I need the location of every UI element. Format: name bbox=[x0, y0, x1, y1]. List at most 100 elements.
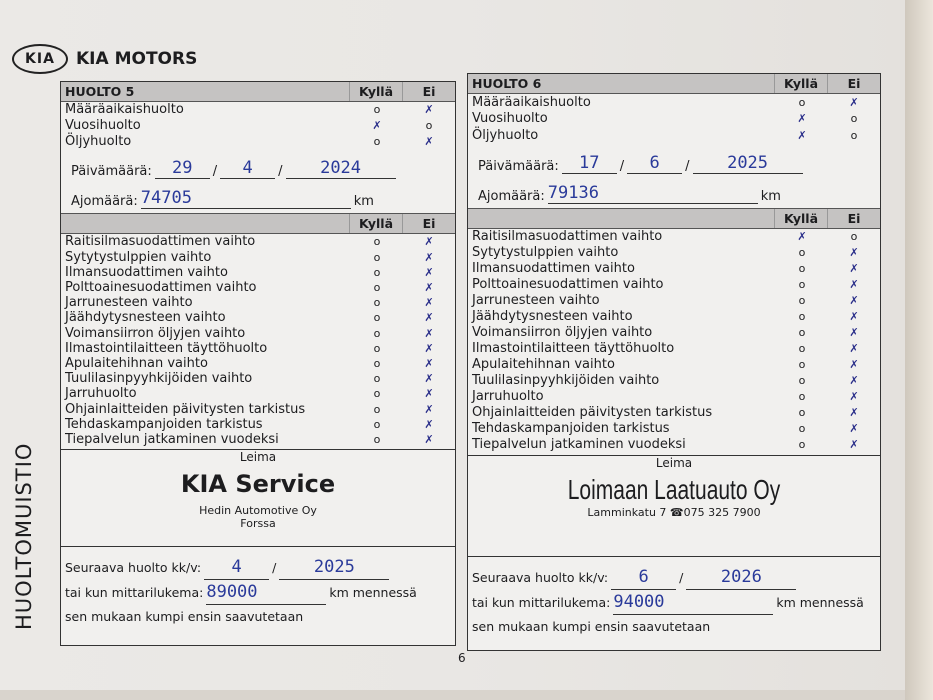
no-checkbox[interactable]: ✗ bbox=[849, 95, 859, 109]
item-label: Tehdaskampanjoiden tarkistus bbox=[472, 421, 670, 437]
yes-checkbox[interactable]: o bbox=[798, 246, 806, 260]
date-day[interactable]: 29 bbox=[154, 158, 210, 180]
no-checkbox[interactable]: ✗ bbox=[424, 250, 434, 264]
odo-value[interactable]: 89000 bbox=[206, 580, 327, 606]
yes-checkbox[interactable]: o bbox=[373, 432, 381, 446]
no-checkbox[interactable]: o bbox=[425, 119, 433, 133]
yes-checkbox[interactable]: o bbox=[798, 358, 806, 372]
yes-checkbox[interactable]: o bbox=[798, 262, 806, 276]
km-value[interactable]: 74705 bbox=[140, 188, 351, 210]
date-day[interactable]: 17 bbox=[561, 153, 617, 174]
yes-checkbox[interactable]: o bbox=[798, 390, 806, 404]
yes-checkbox[interactable]: o bbox=[798, 406, 806, 420]
no-checkbox[interactable]: ✗ bbox=[849, 406, 859, 420]
yes-checkbox[interactable]: o bbox=[373, 296, 381, 310]
yes-checkbox[interactable]: o bbox=[798, 342, 806, 356]
next-year[interactable]: 2025 bbox=[279, 555, 390, 581]
no-checkbox[interactable]: ✗ bbox=[849, 246, 859, 260]
no-checkbox[interactable]: ✗ bbox=[849, 358, 859, 372]
yes-checkbox[interactable]: ✗ bbox=[797, 112, 807, 126]
stamp-label: Leima bbox=[239, 450, 277, 465]
col-yes: Kyllä bbox=[774, 74, 827, 93]
no-checkbox[interactable]: ✗ bbox=[849, 310, 859, 324]
yes-checkbox[interactable]: o bbox=[373, 372, 381, 386]
next-month[interactable]: 4 bbox=[204, 555, 270, 581]
yes-checkbox[interactable]: o bbox=[373, 134, 381, 148]
no-checkbox[interactable]: o bbox=[850, 112, 858, 126]
no-checkbox[interactable]: ✗ bbox=[849, 390, 859, 404]
yes-checkbox[interactable]: o bbox=[798, 294, 806, 308]
no-checkbox[interactable]: o bbox=[850, 128, 858, 142]
no-checkbox[interactable]: o bbox=[850, 230, 858, 244]
item-label: Jäähdytysnesteen vaihto bbox=[472, 309, 633, 325]
no-checkbox[interactable]: ✗ bbox=[849, 294, 859, 308]
no-checkbox[interactable]: ✗ bbox=[424, 296, 434, 310]
no-checkbox[interactable]: ✗ bbox=[424, 417, 434, 431]
no-checkbox[interactable]: ✗ bbox=[849, 438, 859, 452]
no-checkbox[interactable]: ✗ bbox=[849, 342, 859, 356]
km-value[interactable]: 79136 bbox=[547, 183, 758, 204]
date-month[interactable]: 4 bbox=[220, 158, 276, 180]
no-checkbox[interactable]: ✗ bbox=[424, 281, 434, 295]
yes-checkbox[interactable]: o bbox=[373, 250, 381, 264]
yes-checkbox[interactable]: o bbox=[373, 265, 381, 279]
date-year[interactable]: 2025 bbox=[692, 153, 803, 174]
yes-checkbox[interactable]: ✗ bbox=[372, 119, 382, 133]
col-yes: Kyllä bbox=[349, 82, 402, 101]
yes-checkbox[interactable]: o bbox=[373, 402, 381, 416]
panel-title: HUOLTO 6 bbox=[472, 76, 542, 91]
yes-checkbox[interactable]: o bbox=[373, 235, 381, 249]
yes-checkbox[interactable]: o bbox=[373, 311, 381, 325]
yes-checkbox[interactable]: o bbox=[798, 326, 806, 340]
yes-checkbox[interactable]: o bbox=[798, 438, 806, 452]
maintenance-item-row: Jäähdytysnesteen vaihto o ✗ bbox=[468, 309, 880, 325]
no-checkbox[interactable]: ✗ bbox=[424, 387, 434, 401]
yes-checkbox[interactable]: o bbox=[373, 356, 381, 370]
no-checkbox[interactable]: ✗ bbox=[424, 265, 434, 279]
yes-checkbox[interactable]: o bbox=[373, 417, 381, 431]
yes-checkbox[interactable]: o bbox=[798, 95, 806, 109]
yes-checkbox[interactable]: o bbox=[798, 310, 806, 324]
no-checkbox[interactable]: ✗ bbox=[424, 134, 434, 148]
no-checkbox[interactable]: ✗ bbox=[424, 372, 434, 386]
no-checkbox[interactable]: ✗ bbox=[424, 432, 434, 446]
item-label: Tuulilasinpyyhkijöiden vaihto bbox=[65, 371, 253, 387]
no-checkbox[interactable]: ✗ bbox=[424, 326, 434, 340]
item-label: Jäähdytysnesteen vaihto bbox=[65, 310, 226, 326]
col-yes: Kyllä bbox=[349, 214, 402, 234]
yes-checkbox[interactable]: ✗ bbox=[797, 230, 807, 244]
maintenance-item-row: Voimansiirron öljyjen vaihto o ✗ bbox=[468, 325, 880, 341]
no-checkbox[interactable]: ✗ bbox=[424, 103, 434, 117]
yes-checkbox[interactable]: o bbox=[373, 281, 381, 295]
no-checkbox[interactable]: ✗ bbox=[424, 356, 434, 370]
no-checkbox[interactable]: ✗ bbox=[849, 422, 859, 436]
yes-checkbox[interactable]: o bbox=[373, 326, 381, 340]
no-checkbox[interactable]: ✗ bbox=[849, 262, 859, 276]
no-checkbox[interactable]: ✗ bbox=[849, 326, 859, 340]
col-no: Ei bbox=[827, 208, 880, 228]
km-field: Ajomäärä: 79136 km bbox=[468, 174, 880, 204]
yes-checkbox[interactable]: o bbox=[798, 422, 806, 436]
date-month[interactable]: 6 bbox=[627, 153, 683, 174]
no-checkbox[interactable]: ✗ bbox=[424, 311, 434, 325]
yes-checkbox[interactable]: o bbox=[373, 387, 381, 401]
next-month[interactable]: 6 bbox=[611, 565, 677, 590]
yes-checkbox[interactable]: o bbox=[373, 341, 381, 355]
next-year[interactable]: 2026 bbox=[686, 565, 797, 590]
yes-checkbox[interactable]: o bbox=[798, 278, 806, 292]
maintenance-item-row: Ilmastointilaitteen täyttöhuolto o ✗ bbox=[468, 341, 880, 357]
no-checkbox[interactable]: ✗ bbox=[424, 402, 434, 416]
stamp-line1: Hedin Automotive Oy bbox=[199, 504, 317, 518]
no-checkbox[interactable]: ✗ bbox=[424, 341, 434, 355]
stamp-line2: Forssa bbox=[240, 517, 276, 531]
yes-checkbox[interactable]: o bbox=[373, 103, 381, 117]
maintenance-item-row: Tiepalvelun jatkaminen vuodeksi o ✗ bbox=[61, 432, 455, 447]
no-checkbox[interactable]: ✗ bbox=[849, 278, 859, 292]
odo-value[interactable]: 94000 bbox=[613, 590, 774, 615]
no-checkbox[interactable]: ✗ bbox=[849, 374, 859, 388]
date-year[interactable]: 2024 bbox=[285, 158, 396, 180]
no-checkbox[interactable]: ✗ bbox=[424, 235, 434, 249]
yes-checkbox[interactable]: o bbox=[798, 374, 806, 388]
yes-checkbox[interactable]: ✗ bbox=[797, 128, 807, 142]
item-label: Jarrunesteen vaihto bbox=[65, 295, 193, 311]
